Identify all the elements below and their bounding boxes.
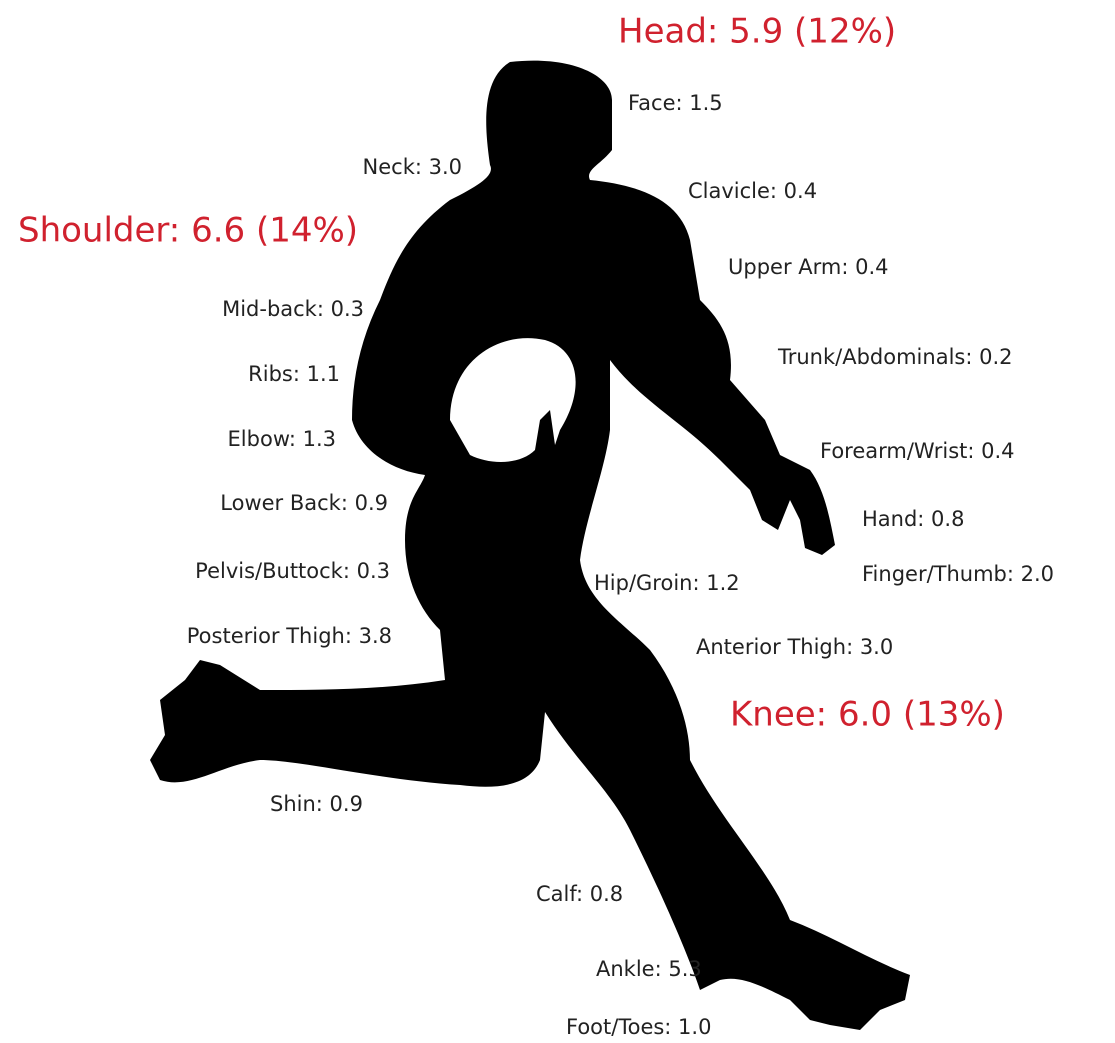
- page: Head: 5.9 (12%) Shoulder: 6.6 (14%) Knee…: [0, 0, 1115, 1043]
- highlight-label: Shoulder: 6.6 (14%): [18, 211, 358, 251]
- body-part-label: Lower Back: 0.9: [220, 491, 388, 515]
- highlight-label: Knee: 6.0 (13%): [730, 695, 1005, 735]
- body-part-label: Clavicle: 0.4: [688, 179, 817, 203]
- body-part-label: Pelvis/Buttock: 0.3: [195, 559, 390, 583]
- player-silhouette: [150, 61, 910, 1030]
- body-part-label: Neck: 3.0: [363, 155, 462, 179]
- body-part-label: Mid-back: 0.3: [222, 297, 364, 321]
- body-part-label: Finger/Thumb: 2.0: [862, 562, 1054, 586]
- body-part-label: Forearm/Wrist: 0.4: [820, 439, 1015, 463]
- body-part-label: Face: 1.5: [628, 91, 723, 115]
- body-part-label: Trunk/Abdominals: 0.2: [777, 345, 1013, 369]
- body-part-label: Hand: 0.8: [862, 507, 964, 531]
- body-part-label: Calf: 0.8: [536, 882, 623, 906]
- body-part-label: Elbow: 1.3: [228, 427, 336, 451]
- highlight-label: Head: 5.9 (12%): [618, 12, 896, 52]
- body-part-label: Posterior Thigh: 3.8: [187, 624, 392, 648]
- body-part-label: Ankle: 5.3: [596, 957, 702, 981]
- body-part-label: Upper Arm: 0.4: [728, 255, 889, 279]
- body-part-label: Hip/Groin: 1.2: [594, 571, 740, 595]
- body-part-label: Anterior Thigh: 3.0: [696, 635, 893, 659]
- body-part-label: Ribs: 1.1: [248, 362, 340, 386]
- injury-diagram: Head: 5.9 (12%) Shoulder: 6.6 (14%) Knee…: [0, 0, 1115, 1043]
- body-part-label: Shin: 0.9: [270, 792, 363, 816]
- body-part-label: Foot/Toes: 1.0: [566, 1015, 711, 1039]
